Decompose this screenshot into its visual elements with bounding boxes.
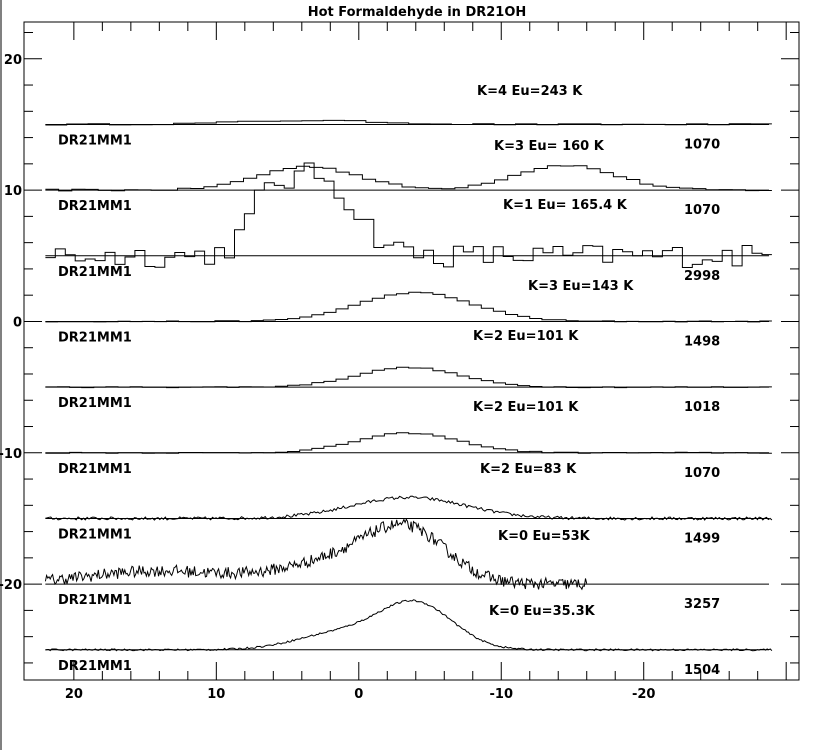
spectrum-number-label: 2998: [684, 269, 720, 284]
y-tick-label: -20: [0, 578, 22, 593]
spectrum-source-label: DR21MM1: [58, 396, 132, 411]
spectrum-trace: [45, 432, 772, 454]
x-tick-label: 20: [65, 687, 83, 702]
spectrum-trace: [45, 162, 772, 268]
spectrum-number-label: 1070: [684, 466, 720, 481]
spectrum-trace: [45, 119, 772, 126]
transition-label: K=2 Eu=83 K: [480, 462, 577, 477]
spectrum-number-label: 1498: [684, 334, 720, 349]
spectrum-source-label: DR21MM1: [58, 265, 132, 280]
spectrum-source-label: DR21MM1: [58, 330, 132, 345]
spectrum-number-label: 1499: [684, 531, 720, 546]
spectrum-trace: [45, 495, 773, 521]
spectrum-number-label: 1504: [684, 663, 720, 678]
chart-title: Hot Formaldehyde in DR21OH: [308, 5, 527, 20]
x-tick-label: 0: [354, 687, 363, 702]
y-tick-label: 10: [4, 184, 22, 199]
transition-label: K=1 Eu= 165.4 K: [503, 198, 628, 213]
spectra-traces: [44, 119, 773, 652]
spectrum-number-label: 1018: [684, 400, 720, 415]
axis-ticks: 20 10 0 -10 -20 20 10 0 -10 -20: [0, 22, 799, 702]
y-tick-label: -10: [0, 447, 22, 462]
spectrum-number-label: 1070: [684, 137, 720, 152]
transition-label: K=3 Eu=143 K: [528, 279, 634, 294]
transition-label: K=4 Eu=243 K: [477, 84, 583, 99]
transition-label: K=2 Eu=101 K: [473, 400, 579, 415]
transition-label: K=0 Eu=35.3K: [489, 604, 596, 619]
transition-label: K=3 Eu= 160 K: [494, 139, 605, 154]
spectrum-labels: DR21MM1 1070 DR21MM1 1070 DR21MM1 2998 DR21MM1…: [58, 84, 720, 678]
x-tick-label: -20: [632, 687, 656, 702]
y-tick-label: 20: [4, 53, 22, 68]
spectrum-trace: [45, 599, 773, 652]
spectrum-source-label: DR21MM1: [58, 593, 132, 608]
spectrum-number-label: 1070: [684, 203, 720, 218]
spectrum-source-label: DR21MM1: [58, 462, 132, 477]
spectrum-number-label: 3257: [684, 597, 720, 612]
x-tick-label: 10: [207, 687, 225, 702]
spectrum-source-label: DR21MM1: [58, 527, 132, 542]
transition-label: K=0 Eu=53K: [498, 529, 591, 544]
spectrum-trace: [45, 366, 772, 389]
spectrum-trace: [45, 165, 772, 192]
transition-label: K=2 Eu=101 K: [473, 329, 579, 344]
spectrum-trace: [45, 291, 772, 323]
spectrum-trace: [44, 518, 588, 591]
y-tick-label: 0: [13, 315, 22, 330]
spectrum-source-label: DR21MM1: [58, 199, 132, 214]
x-tick-label: -10: [490, 687, 514, 702]
spectrum-source-label: DR21MM1: [58, 133, 132, 148]
spectrum-source-label: DR21MM1: [58, 659, 132, 674]
plot-frame: [23, 21, 800, 681]
